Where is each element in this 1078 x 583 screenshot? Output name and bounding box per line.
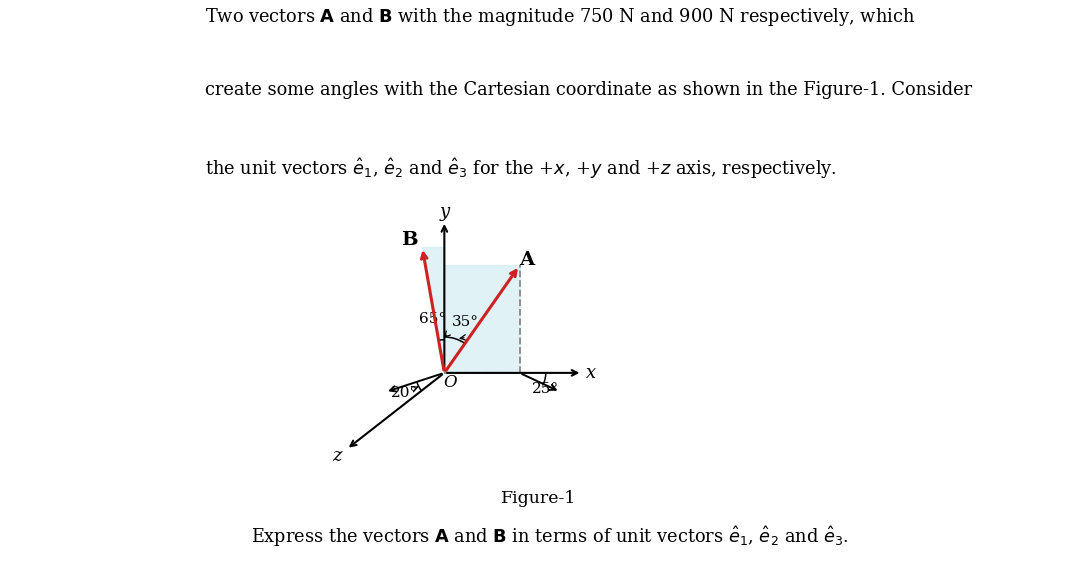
Text: y: y	[440, 203, 450, 221]
Text: 25°: 25°	[533, 382, 559, 396]
Text: O: O	[443, 374, 457, 391]
Polygon shape	[423, 247, 444, 373]
Text: the unit vectors $\hat{e}_1$, $\hat{e}_2$ and $\hat{e}_3$ for the +$x$, +$y$ and: the unit vectors $\hat{e}_1$, $\hat{e}_2…	[205, 156, 837, 181]
Text: Figure-1: Figure-1	[501, 490, 577, 507]
Text: 65°: 65°	[419, 312, 446, 326]
Text: B: B	[401, 231, 418, 250]
Text: 20°: 20°	[391, 386, 418, 400]
Text: z: z	[332, 447, 342, 465]
Text: A: A	[519, 251, 534, 269]
Text: Express the vectors $\mathbf{A}$ and $\mathbf{B}$ in terms of unit vectors $\hat: Express the vectors $\mathbf{A}$ and $\m…	[251, 525, 848, 549]
Text: create some angles with the Cartesian coordinate as shown in the Figure-1. Consi: create some angles with the Cartesian co…	[205, 81, 972, 99]
Text: Two vectors $\mathbf{A}$ and $\mathbf{B}$ with the magnitude 750 N and 900 N res: Two vectors $\mathbf{A}$ and $\mathbf{B}…	[205, 6, 915, 28]
Polygon shape	[444, 265, 520, 373]
Text: x: x	[585, 364, 596, 382]
Text: 35°: 35°	[452, 315, 479, 329]
